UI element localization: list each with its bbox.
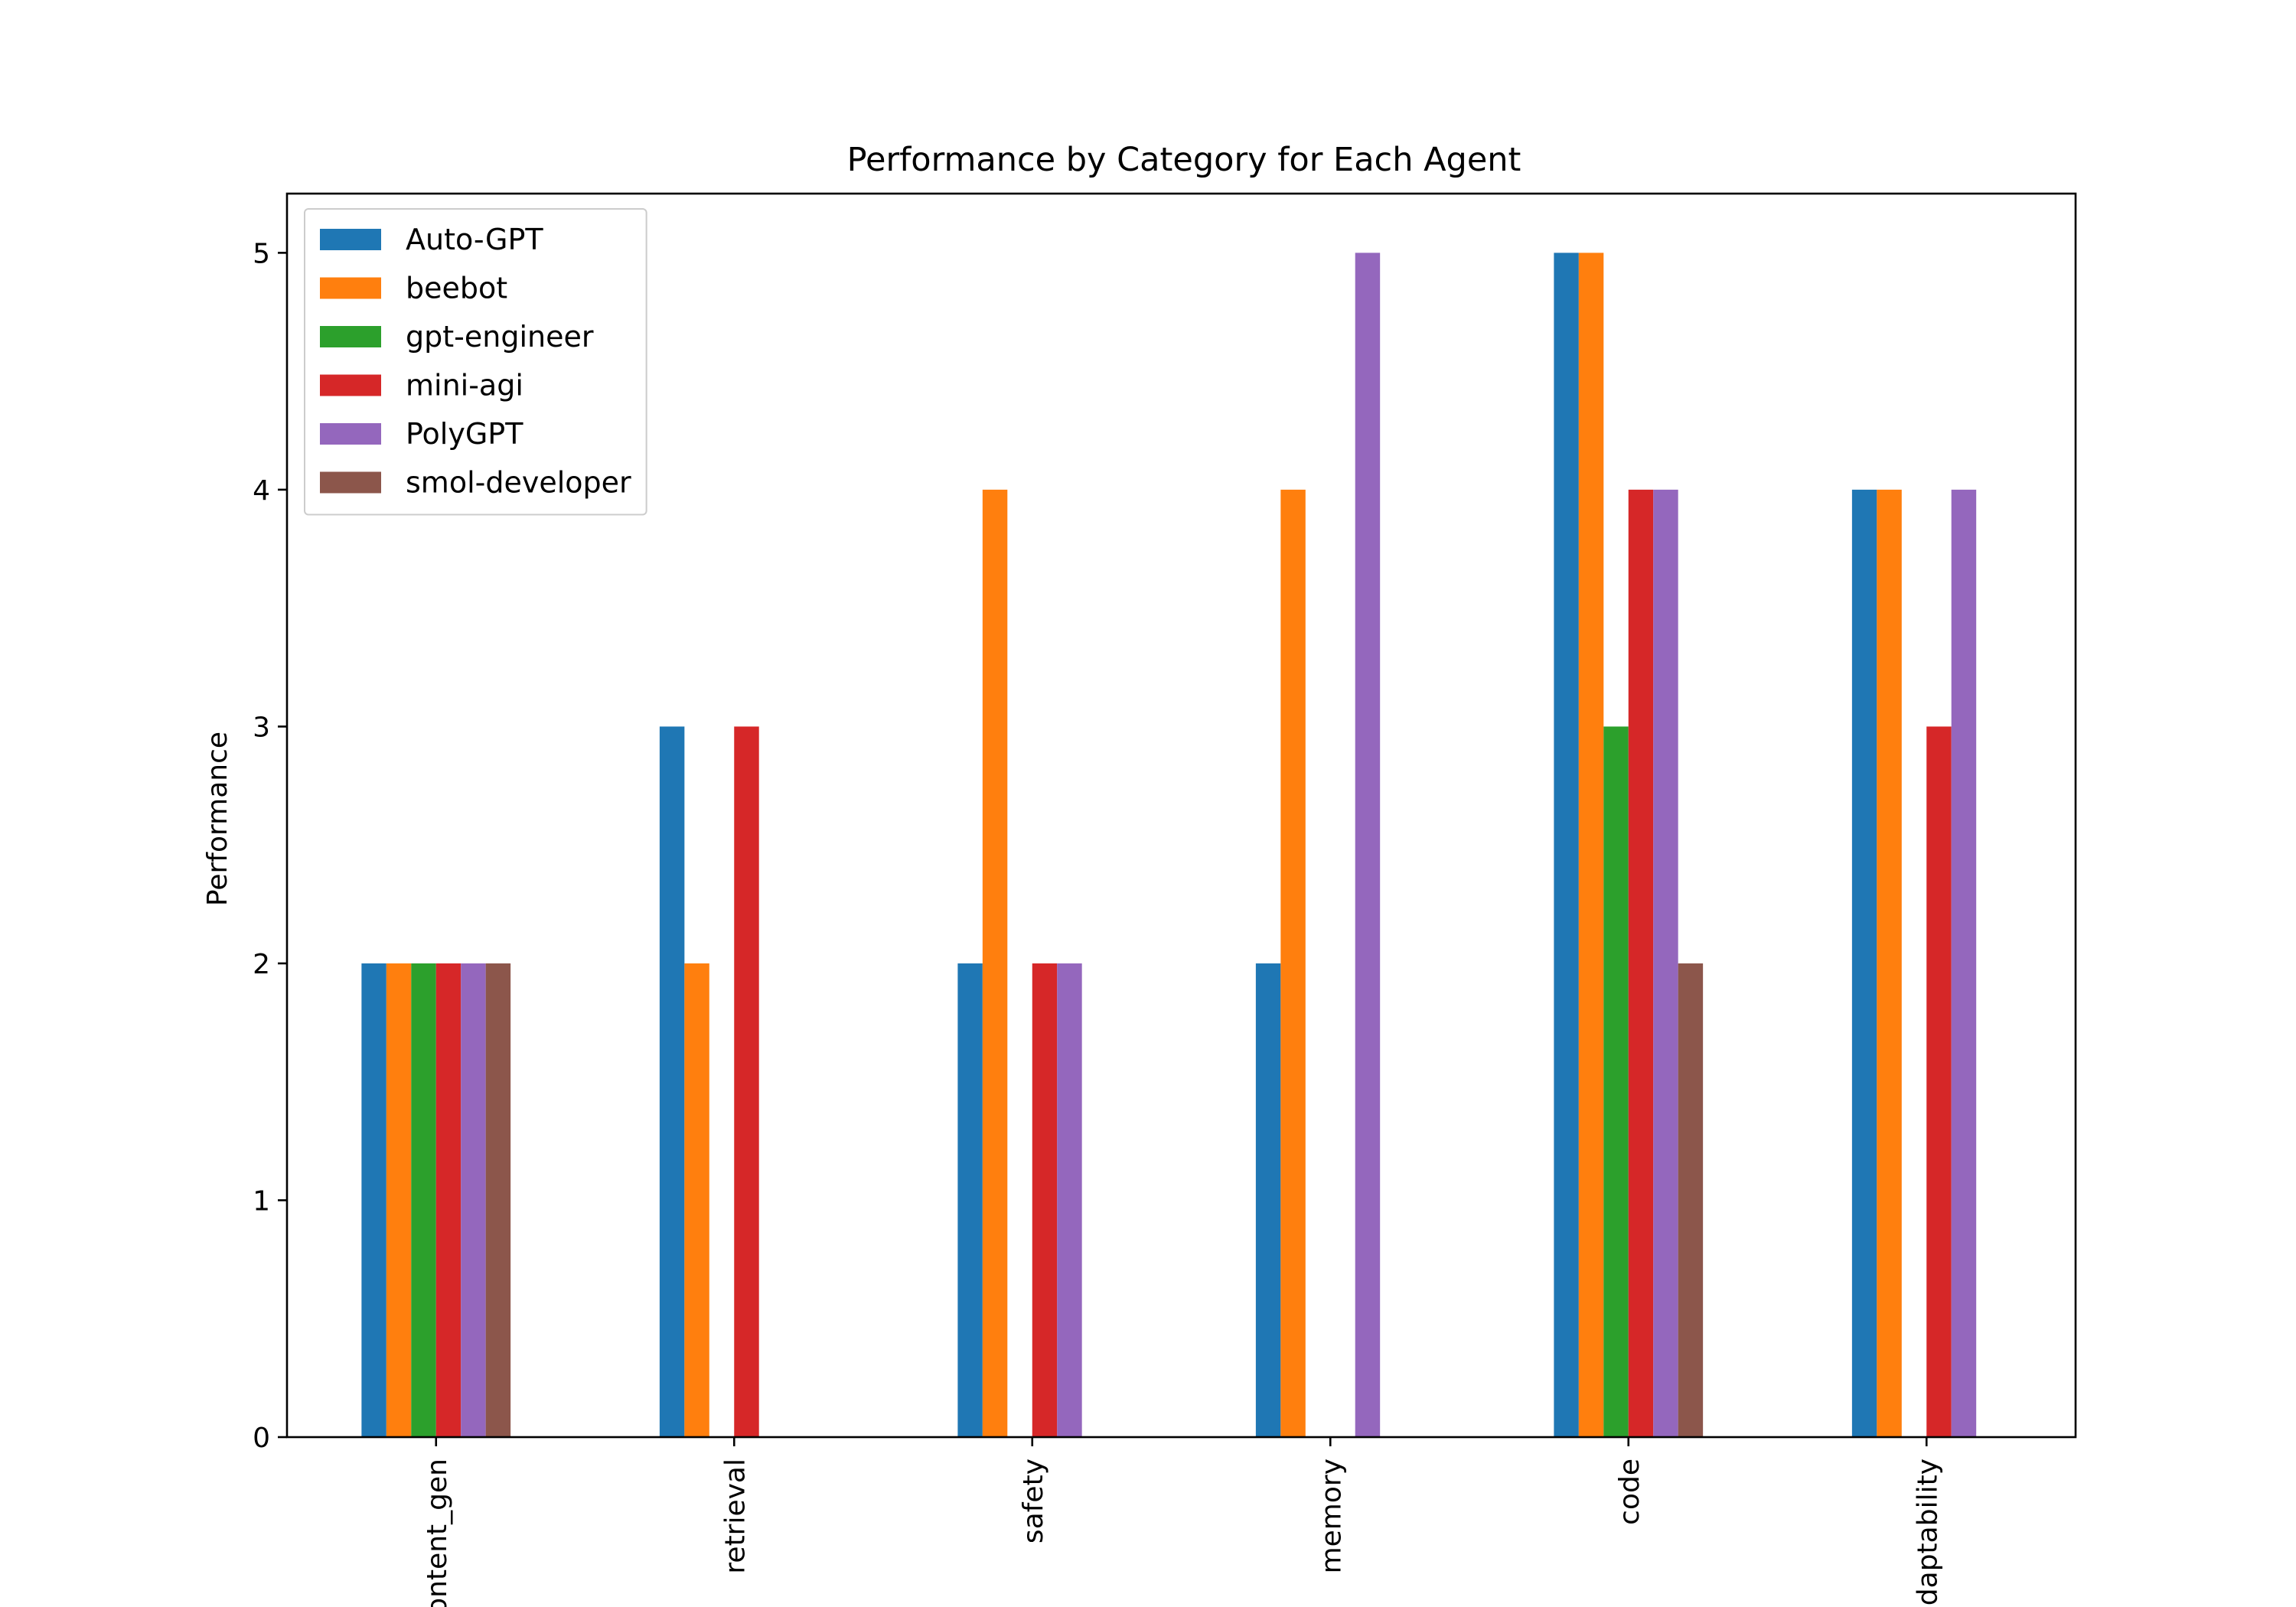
bar-beebot-safety <box>982 489 1008 1437</box>
legend-swatch-polygpt <box>320 423 381 445</box>
legend-swatch-gpt-engineer <box>320 326 381 347</box>
bar-auto-gpt-retrieval <box>659 726 685 1437</box>
bar-auto-gpt-memory <box>1255 963 1281 1437</box>
bar-polygpt-safety <box>1057 963 1082 1437</box>
bar-polygpt-code <box>1653 489 1678 1437</box>
x-tick-label-memory: memory <box>1316 1459 1347 1573</box>
legend-label-beebot: beebot <box>406 272 507 305</box>
bar-smol-developer-content_gen <box>485 963 511 1437</box>
bar-auto-gpt-content_gen <box>361 963 386 1437</box>
bar-mini-agi-retrieval <box>734 726 759 1437</box>
y-tick-label: 1 <box>253 1185 270 1217</box>
y-tick-label: 0 <box>253 1423 270 1454</box>
legend-swatch-beebot <box>320 277 381 299</box>
bar-beebot-retrieval <box>684 963 709 1437</box>
legend-swatch-smol-developer <box>320 471 381 494</box>
legend-label-mini-agi: mini-agi <box>406 369 523 403</box>
axes-layer: 0 1 2 3 4 5 content_gen retrieval safety memory co… <box>253 192 2077 1607</box>
x-tick-label-content_gen: content_gen <box>422 1459 453 1607</box>
bar-mini-agi-content_gen <box>435 963 461 1437</box>
bar-polygpt-memory <box>1355 253 1381 1437</box>
y-tick-label: 2 <box>253 949 270 980</box>
bar-polygpt-adaptability <box>1951 489 1977 1437</box>
bar-polygpt-content_gen <box>461 963 486 1437</box>
legend-label-gpt-engineer: gpt-engineer <box>406 320 594 354</box>
bar-mini-agi-code <box>1628 489 1654 1437</box>
legend-swatch-mini-agi <box>320 374 381 396</box>
bar-beebot-code <box>1578 253 1604 1437</box>
y-tick-label: 3 <box>253 712 270 743</box>
legend-swatch-auto-gpt <box>320 229 381 250</box>
bar-auto-gpt-adaptability <box>1851 489 1877 1437</box>
bar-mini-agi-safety <box>1032 963 1058 1437</box>
bar-beebot-memory <box>1280 489 1306 1437</box>
legend-label-smol-developer: smol-developer <box>406 466 631 500</box>
legend-label-polygpt: PolyGPT <box>406 417 523 451</box>
bar-gpt-engineer-content_gen <box>411 963 436 1437</box>
legend-box <box>304 208 647 516</box>
x-tick-label-code: code <box>1614 1459 1645 1525</box>
plot-frame <box>285 192 2077 1439</box>
bar-smol-developer-code <box>1678 963 1704 1437</box>
bar-auto-gpt-code <box>1554 253 1579 1437</box>
legend: Auto-GPT beebot gpt-engineer mini-agi PolyGP… <box>304 208 647 516</box>
x-tick-label-adaptability: adaptability <box>1912 1459 1943 1607</box>
bars-layer <box>361 253 1977 1437</box>
bar-beebot-content_gen <box>386 963 412 1437</box>
bar-gpt-engineer-code <box>1603 726 1629 1437</box>
x-tick-label-safety: safety <box>1018 1459 1049 1543</box>
y-tick-label: 4 <box>253 475 270 507</box>
bar-beebot-adaptability <box>1877 489 1902 1437</box>
chart-title: Performance by Category for Each Agent <box>847 141 1521 179</box>
y-tick-label: 5 <box>253 238 270 269</box>
x-tick-label-retrieval: retrieval <box>719 1459 751 1574</box>
bar-auto-gpt-safety <box>957 963 983 1437</box>
bar-mini-agi-adaptability <box>1926 726 1952 1437</box>
legend-label-auto-gpt: Auto-GPT <box>406 223 543 256</box>
y-axis-title: Performance <box>202 732 233 906</box>
